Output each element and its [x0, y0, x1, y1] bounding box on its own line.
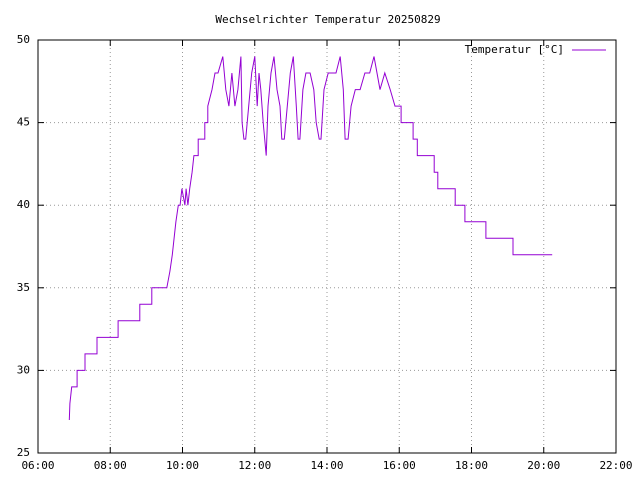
x-tick-label: 16:00 [383, 459, 416, 472]
plot-frame [37, 39, 617, 454]
x-tick-label: 14:00 [310, 459, 343, 472]
y-tick-label: 50 [17, 33, 30, 46]
x-tick-label: 18:00 [455, 459, 488, 472]
y-tick-label: 30 [17, 363, 30, 376]
data-line [68, 56, 553, 421]
x-tick-label: 08:00 [94, 459, 127, 472]
y-tick-label: 25 [17, 446, 30, 459]
chart-title: Wechselrichter Temperatur 20250829 [215, 13, 440, 26]
x-tick-label: 10:00 [166, 459, 199, 472]
x-tick-label: 20:00 [527, 459, 560, 472]
x-tick-label: 12:00 [238, 459, 271, 472]
y-tick-label: 35 [17, 281, 30, 294]
x-tick-label: 22:00 [599, 459, 632, 472]
legend-label: Temperatur [°C] [465, 43, 564, 56]
y-tick-label: 40 [17, 198, 30, 211]
y-tick-label: 45 [17, 116, 30, 129]
x-tick-label: 06:00 [21, 459, 54, 472]
